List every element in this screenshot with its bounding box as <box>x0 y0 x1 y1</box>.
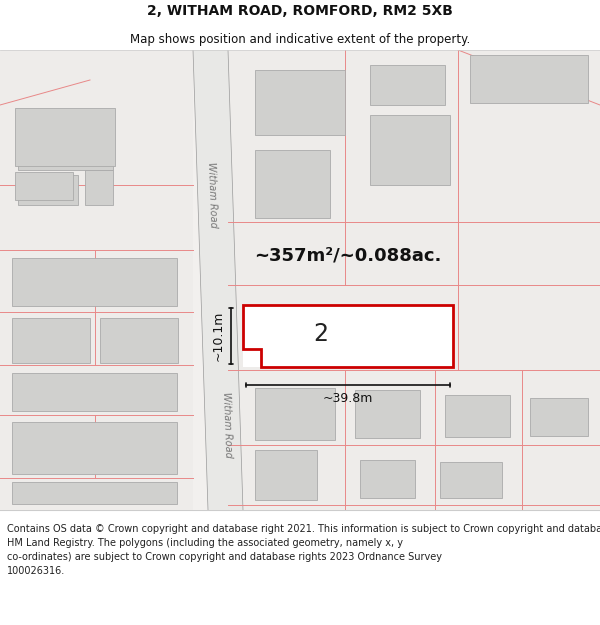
Text: Witham Road: Witham Road <box>206 162 218 228</box>
Bar <box>12 482 177 504</box>
Bar <box>85 170 113 205</box>
Text: ~357m²/~0.088ac.: ~357m²/~0.088ac. <box>254 246 442 264</box>
Text: 2: 2 <box>313 321 328 346</box>
Bar <box>360 460 415 498</box>
Bar <box>15 172 73 200</box>
Bar <box>470 55 588 103</box>
Bar <box>12 373 177 411</box>
Polygon shape <box>243 305 453 367</box>
Text: Contains OS data © Crown copyright and database right 2021. This information is : Contains OS data © Crown copyright and d… <box>7 524 600 576</box>
Text: ~39.8m: ~39.8m <box>323 391 373 404</box>
Bar <box>530 398 588 436</box>
Bar <box>255 150 330 218</box>
Bar <box>100 318 178 363</box>
Bar <box>12 258 177 306</box>
Bar <box>15 108 115 166</box>
Bar <box>243 305 453 367</box>
Bar <box>255 388 335 440</box>
Polygon shape <box>193 50 243 510</box>
Text: ~10.1m: ~10.1m <box>212 311 224 361</box>
Bar <box>255 450 317 500</box>
Bar <box>228 50 600 510</box>
Text: Map shows position and indicative extent of the property.: Map shows position and indicative extent… <box>130 32 470 46</box>
Text: 2, WITHAM ROAD, ROMFORD, RM2 5XB: 2, WITHAM ROAD, ROMFORD, RM2 5XB <box>147 4 453 18</box>
Bar <box>18 110 113 170</box>
Bar <box>440 462 502 498</box>
Text: Witham Road: Witham Road <box>221 392 233 458</box>
Bar <box>255 70 345 135</box>
Bar <box>445 395 510 437</box>
Bar <box>370 65 445 105</box>
Bar <box>18 175 78 205</box>
Bar <box>0 50 193 510</box>
Bar <box>355 390 420 438</box>
Bar <box>12 318 90 363</box>
Bar <box>370 115 450 185</box>
Bar <box>12 422 177 474</box>
